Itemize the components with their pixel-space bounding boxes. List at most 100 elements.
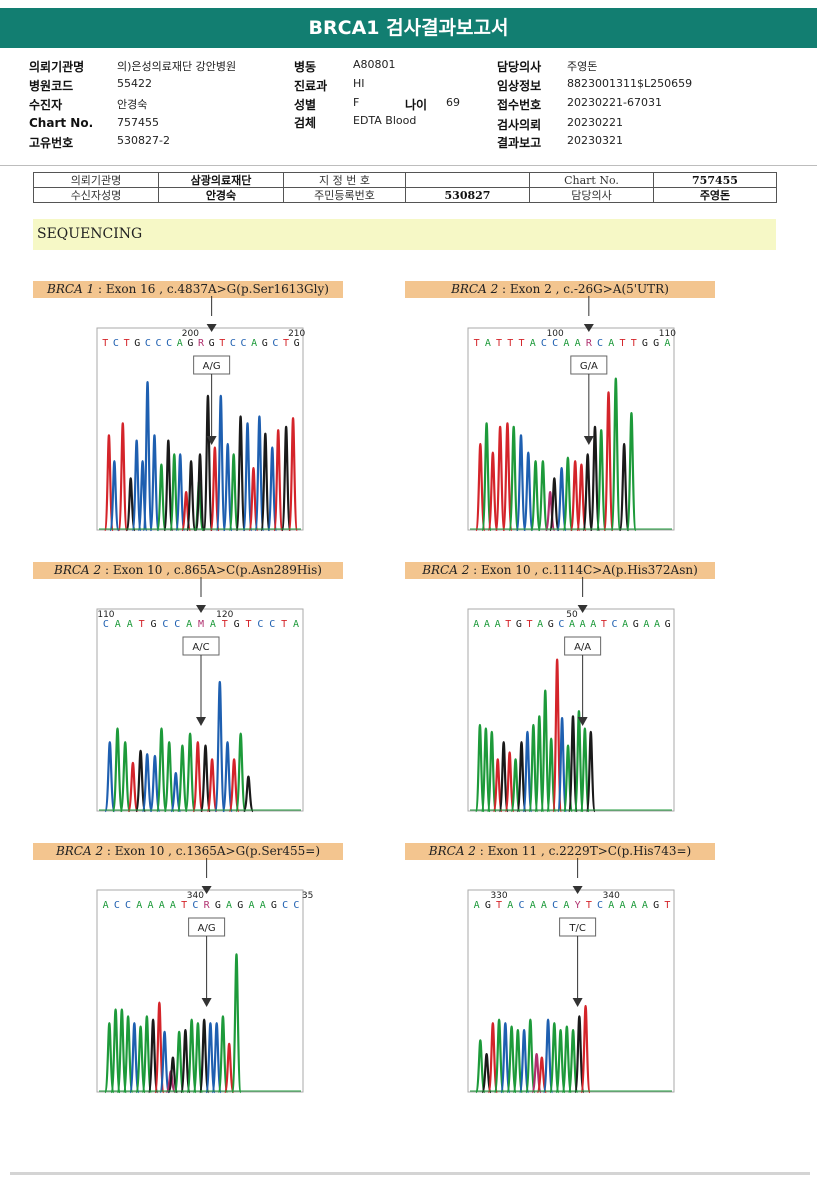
patient-info: 의뢰기관명 의)은성의료재단 강안병원 병원코드 55422 수진자 안경숙 C… <box>0 48 817 166</box>
base-letter: A <box>575 338 581 349</box>
chromatogram-peak <box>109 460 120 532</box>
chromatogram-peak <box>119 741 131 813</box>
chromatogram-peak <box>501 422 513 532</box>
variant-label: BRCA 2 : Exon 2 , c.-26G>A(5'UTR) <box>405 281 715 298</box>
base-letter: G <box>653 338 659 349</box>
base-letter: C <box>192 900 198 911</box>
base-letter: G <box>485 900 491 911</box>
gene-name: BRCA 2 <box>55 844 104 858</box>
gene-name: BRCA 2 <box>422 563 470 577</box>
chromatogram-peak <box>534 715 545 813</box>
specimen-label: 검체 <box>294 116 317 130</box>
chromatogram-peak <box>582 453 594 532</box>
chromatogram-peak <box>610 377 622 532</box>
chromatogram-peak <box>147 1018 159 1094</box>
base-letter: T <box>181 900 187 911</box>
base-letter: A <box>485 338 491 349</box>
chromatogram-peak <box>492 758 503 813</box>
marker-arrow <box>201 886 212 894</box>
chromatogram-peak <box>487 451 499 532</box>
base-letter: A <box>507 900 513 911</box>
base-letter: A <box>619 900 625 911</box>
chromatogram-peak <box>595 429 607 532</box>
specimen-value: EDTA Blood <box>353 114 417 127</box>
marker-arrow <box>206 324 217 332</box>
base-letter: A <box>608 338 614 349</box>
doctor-value: 주영돈 <box>567 60 598 73</box>
chromatogram-peak <box>548 477 560 532</box>
base-letter: C <box>558 619 564 630</box>
chromatogram-peak <box>474 1039 486 1094</box>
base-letter: A <box>127 619 133 630</box>
base-letter: C <box>145 338 151 349</box>
chromatogram-peak <box>506 1025 518 1094</box>
base-letter: A <box>642 900 648 911</box>
uid-label: 고유번호 <box>29 136 74 150</box>
ward-value: A80801 <box>353 58 396 71</box>
chromatogram-peak <box>481 422 493 532</box>
base-letter: A <box>159 900 165 911</box>
base-letter: T <box>505 619 511 630</box>
chromatogram-peak <box>163 741 175 813</box>
base-letter: A <box>654 619 660 630</box>
patient-label: 수진자 <box>29 98 63 112</box>
chromatogram-peak <box>176 744 189 813</box>
base-letter: T <box>496 338 502 349</box>
chromatogram-peak <box>204 1022 216 1094</box>
base-letter: T <box>601 619 607 630</box>
chromatogram-peak <box>254 415 265 532</box>
base-letter: C <box>269 619 275 630</box>
chromatogram-peak <box>508 425 520 532</box>
base-letter: T <box>526 619 532 630</box>
base-letter: G <box>237 900 243 911</box>
chromatogram-peak <box>141 1015 153 1094</box>
dept-value: HI <box>353 77 365 90</box>
chromatogram-peak <box>185 460 197 532</box>
base-letter: C <box>113 338 119 349</box>
variant-text: : Exon 16 , c.4837A>G(p.Ser1613Gly) <box>94 282 329 296</box>
base-letter: G <box>134 338 140 349</box>
base-letter: A <box>248 900 254 911</box>
chromatogram-peak <box>562 456 574 532</box>
base-letter: R <box>198 338 205 349</box>
base-letter: A <box>569 619 575 630</box>
position-tick-label: 110 <box>659 329 676 339</box>
doctor-label: 담당의사 <box>497 60 542 74</box>
sequencing-banner: SEQUENCING <box>33 219 776 250</box>
genotype-call: A/G <box>198 923 216 934</box>
base-letter: A <box>115 619 121 630</box>
chromatogram-peak <box>174 453 186 532</box>
chromatogram-peak <box>474 723 486 813</box>
chromatogram-peak <box>603 391 614 532</box>
base-letter: A <box>608 900 614 911</box>
chromatogram-peak <box>499 1022 511 1094</box>
position-tick-label: 35 <box>302 891 313 901</box>
base-letter: T <box>507 338 513 349</box>
table-cell: 530827 <box>405 187 530 203</box>
genotype-call: A/A <box>574 642 591 653</box>
base-letter: A <box>563 338 569 349</box>
base-letter: R <box>204 900 211 911</box>
base-letter: G <box>271 900 277 911</box>
chromatogram-peak <box>186 1018 198 1094</box>
age-label: 나이 <box>405 98 428 112</box>
receipt-label: 접수번호 <box>497 98 542 112</box>
base-letter: G <box>665 619 671 630</box>
base-letter: A <box>530 338 536 349</box>
position-tick-label: 50 <box>566 610 578 620</box>
table-cell: 주영돈 <box>653 187 777 203</box>
base-letter: G <box>262 338 268 349</box>
chromatogram-peak <box>516 741 527 813</box>
chromatogram-peak <box>149 434 160 532</box>
chromatogram-peak <box>536 1056 548 1094</box>
base-letter: A <box>210 619 216 630</box>
base-letter: T <box>102 338 108 349</box>
chromatogram-peak <box>515 434 527 532</box>
marker-arrow <box>572 886 583 894</box>
base-letter: A <box>622 619 628 630</box>
hospcode-value: 55422 <box>117 77 152 90</box>
chromatogram-peak <box>556 717 568 813</box>
